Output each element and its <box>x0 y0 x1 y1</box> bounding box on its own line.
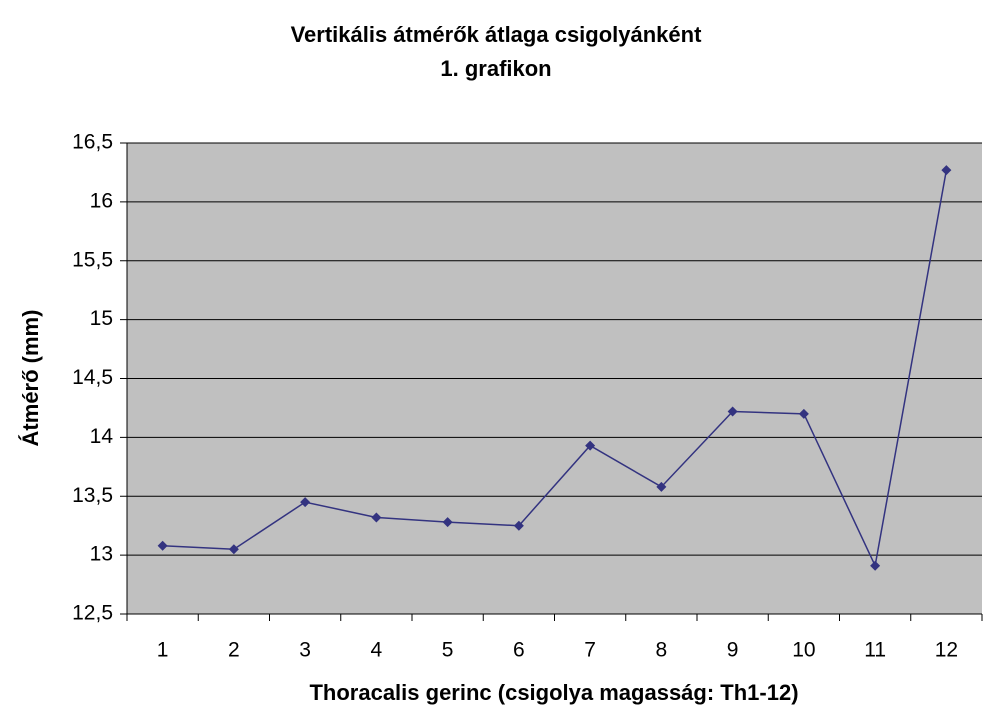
x-tick-label: 2 <box>228 639 240 662</box>
x-tick-label: 4 <box>371 639 383 662</box>
x-tick-label: 5 <box>442 639 454 662</box>
y-tick-label: 15 <box>90 307 113 330</box>
x-tick-label: 1 <box>157 639 169 662</box>
x-tick-label: 6 <box>513 639 525 662</box>
data-point <box>300 497 311 508</box>
y-tick-label: 14,5 <box>72 366 113 389</box>
y-tick-label: 16 <box>90 189 113 212</box>
y-tick-label: 12,5 <box>72 602 113 625</box>
y-axis-title: Átmérő (mm) <box>18 310 43 447</box>
y-tick-label: 13,5 <box>72 484 113 507</box>
x-tick-label: 12 <box>935 639 958 662</box>
data-point <box>870 560 881 571</box>
chart-subtitle: 1. grafikon <box>440 56 551 81</box>
x-tick-label: 11 <box>864 639 886 662</box>
data-point <box>585 440 596 451</box>
chart-title: Vertikális átmérők átlaga csigolyánként <box>291 22 703 47</box>
data-point <box>727 406 738 417</box>
x-tick-label: 3 <box>299 639 311 662</box>
x-tick-label: 10 <box>792 639 815 662</box>
x-tick-label: 8 <box>656 639 668 662</box>
y-tick-label: 15,5 <box>72 248 113 271</box>
data-point <box>442 517 453 528</box>
y-tick-label: 14 <box>90 425 114 448</box>
data-line <box>162 169 948 569</box>
data-point <box>656 481 667 492</box>
x-axis-title: Thoracalis gerinc (csigolya magasság: Th… <box>309 680 798 705</box>
data-point <box>157 540 168 551</box>
x-tick-label: 9 <box>727 639 739 662</box>
data-point <box>228 544 239 555</box>
data-point <box>941 165 952 176</box>
y-tick-label: 16,5 <box>72 131 113 154</box>
data-point <box>371 512 382 523</box>
x-tick-label: 7 <box>584 639 596 662</box>
data-point <box>513 520 524 531</box>
y-tick-label: 13 <box>90 543 113 566</box>
data-point <box>798 408 809 419</box>
